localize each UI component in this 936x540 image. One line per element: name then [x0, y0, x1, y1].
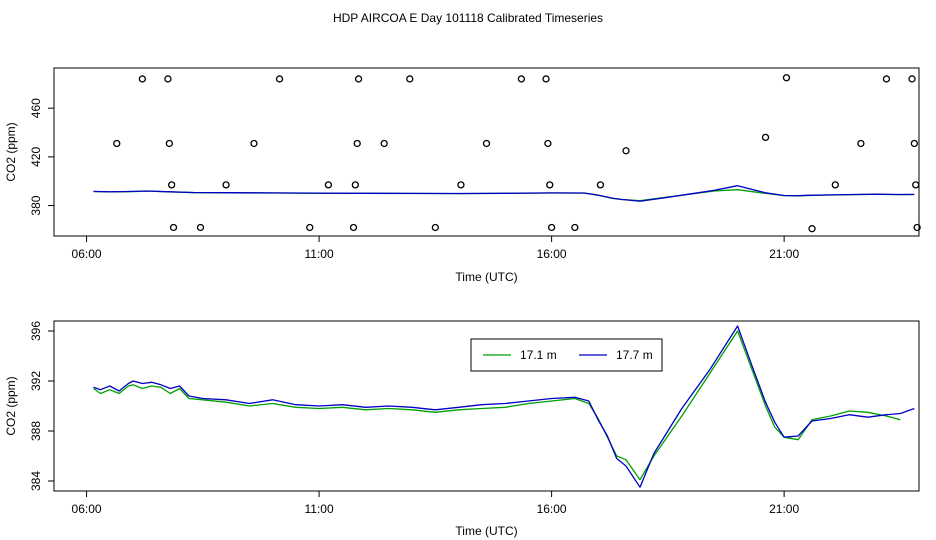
top-x-ticks: 06:00 11:00 16:00 21:00 — [72, 236, 799, 261]
bottom-y-axis-label: CO2 (ppm) — [4, 376, 18, 435]
top-data-point — [912, 181, 920, 189]
bottom-x-axis-label: Time (UTC) — [455, 524, 517, 538]
top-data-point — [306, 223, 314, 232]
top-data-point — [542, 75, 550, 83]
top-data-point — [113, 139, 121, 148]
bottom-y-tick-label: 392 — [29, 371, 43, 391]
top-y-tick-label: 460 — [29, 98, 43, 118]
top-data-point — [169, 223, 178, 232]
top-y-tick-label: 420 — [29, 147, 43, 167]
top-data-point — [857, 139, 865, 148]
top-data-point — [165, 139, 173, 148]
top-data-point — [908, 75, 916, 83]
top-x-tick-label: 16:00 — [537, 247, 567, 261]
top-plot-frame — [53, 67, 920, 237]
top-data-point — [380, 139, 388, 148]
top-data-point — [353, 139, 361, 148]
top-data-point — [406, 75, 414, 83]
top-data-point — [275, 75, 284, 83]
top-data-point — [354, 75, 363, 83]
bottom-series — [93, 325, 915, 488]
top-series — [93, 74, 921, 233]
legend: 17.1 m 17.7 m — [470, 338, 663, 372]
top-data-point — [544, 139, 552, 148]
top-data-point — [782, 74, 791, 82]
top-data-point — [324, 181, 333, 189]
top-data-point — [808, 225, 816, 233]
bottom-x-tick-label: 16:00 — [537, 502, 567, 516]
bottom-plot-frame — [53, 320, 920, 492]
top-data-point — [168, 181, 176, 189]
top-data-point — [622, 147, 630, 155]
bottom-x-tick-label: 06:00 — [72, 502, 102, 516]
top-data-point — [910, 139, 918, 148]
top-x-tick-label: 11:00 — [305, 247, 334, 261]
figure-title: HDP AIRCOA E Day 101118 Calibrated Times… — [333, 11, 603, 25]
top-data-point — [596, 181, 605, 189]
bottom-y-tick-label: 396 — [29, 321, 43, 341]
top-data-point — [831, 181, 839, 189]
top-data-point — [571, 223, 579, 232]
top-x-tick-label: 06:00 — [72, 247, 102, 261]
legend-label-17-1m: 17.1 m — [520, 348, 557, 362]
bottom-y-ticks: 384 388 392 396 — [29, 321, 54, 491]
top-y-axis-label: CO2 (ppm) — [4, 122, 18, 181]
top-data-point — [546, 181, 554, 189]
top-data-point — [761, 133, 770, 142]
top-data-point — [547, 223, 556, 232]
top-series-line-2 — [93, 185, 915, 202]
bottom-panel: 06:00 11:00 16:00 21:00 384 388 392 396 17.1 m… — [4, 320, 920, 538]
top-data-point — [517, 75, 526, 83]
top-data-point — [882, 75, 891, 83]
bottom-y-tick-label: 384 — [29, 471, 43, 491]
top-data-point — [196, 223, 205, 232]
top-data-point — [913, 223, 921, 232]
top-data-point — [482, 139, 491, 148]
bottom-x-tick-label: 21:00 — [769, 502, 799, 516]
top-y-tick-label: 380 — [29, 195, 43, 215]
legend-label-17-7m: 17.7 m — [616, 348, 653, 362]
top-data-point — [164, 75, 172, 83]
bottom-x-tick-label: 11:00 — [305, 502, 334, 516]
bottom-y-tick-label: 388 — [29, 421, 43, 441]
top-x-axis-label: Time (UTC) — [455, 270, 517, 284]
top-panel: 06:00 11:00 16:00 21:00 380 420 460 Time (UTC… — [4, 67, 921, 284]
bottom-series-line-17-7-m — [93, 325, 915, 488]
top-data-point — [457, 181, 465, 189]
top-data-point — [138, 75, 147, 83]
top-data-point — [250, 139, 258, 148]
top-x-tick-label: 21:00 — [769, 247, 799, 261]
bottom-x-ticks: 06:00 11:00 16:00 21:00 — [72, 491, 799, 516]
top-data-point — [349, 223, 358, 232]
top-y-ticks: 380 420 460 — [29, 98, 54, 216]
top-data-point — [222, 181, 230, 189]
top-data-point — [351, 181, 360, 189]
top-data-point — [431, 223, 439, 232]
bottom-series-line-17-1-m — [93, 330, 901, 481]
